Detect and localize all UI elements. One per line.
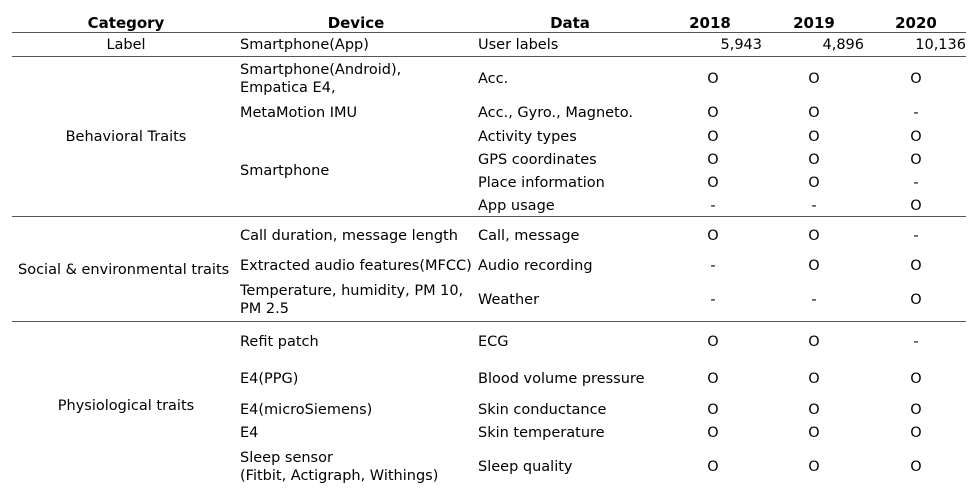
header-rule (12, 32, 966, 33)
behavioral-data-acc: Acc. (478, 71, 508, 88)
social-weather-2018: - (693, 292, 733, 309)
physio-device-ppg: E4(PPG) (240, 371, 298, 388)
physio-conductance-2019: O (794, 402, 834, 419)
behavioral-gps-2018: O (693, 152, 733, 169)
label-section-rule (12, 56, 966, 57)
social-audio-2018: - (693, 258, 733, 275)
header-data: Data (520, 14, 620, 32)
physio-bvp-2018: O (693, 371, 733, 388)
behavioral-device-android-line1: Smartphone(Android), (240, 62, 401, 79)
physio-sleep-2020: O (896, 459, 936, 476)
physio-bvp-2020: O (896, 371, 936, 388)
behavioral-place-2018: O (693, 175, 733, 192)
social-device-weather-line2: PM 2.5 (240, 301, 289, 318)
behavioral-activity-2018: O (693, 129, 733, 146)
physio-data-bvp: Blood volume pressure (478, 371, 645, 388)
behavioral-place-2019: O (794, 175, 834, 192)
behavioral-imu-2020: - (896, 105, 936, 122)
label-count-2020: 10,136 (880, 37, 966, 54)
social-weather-2019: - (794, 292, 834, 309)
physio-temperature-2020: O (896, 425, 936, 442)
label-count-2018: 5,943 (680, 37, 762, 54)
behavioral-acc-2019: O (794, 71, 834, 88)
behavioral-place-2020: - (896, 175, 936, 192)
behavioral-data-place: Place information (478, 175, 605, 192)
physio-data-skin-temperature: Skin temperature (478, 425, 605, 442)
behavioral-data-imu: Acc., Gyro., Magneto. (478, 105, 633, 122)
behavioral-gps-2020: O (896, 152, 936, 169)
social-category: Social & environmental traits (18, 262, 229, 279)
header-2018: 2018 (680, 14, 740, 32)
physiological-category: Physiological traits (46, 398, 206, 415)
social-weather-2020: O (896, 292, 936, 309)
behavioral-data-app: App usage (478, 198, 555, 215)
physio-data-ecg: ECG (478, 334, 509, 351)
social-data-weather: Weather (478, 292, 539, 309)
behavioral-device-imu: MetaMotion IMU (240, 105, 357, 122)
label-count-2019: 4,896 (780, 37, 864, 54)
physio-device-e4: E4 (240, 425, 258, 442)
physio-bvp-2019: O (794, 371, 834, 388)
header-device: Device (276, 14, 436, 32)
physio-temperature-2019: O (794, 425, 834, 442)
physio-device-sleep-line1: Sleep sensor (240, 450, 333, 467)
behavioral-activity-2020: O (896, 129, 936, 146)
physio-sleep-2019: O (794, 459, 834, 476)
behavioral-app-2019: - (794, 198, 834, 215)
social-device-weather-line1: Temperature, humidity, PM 10, (240, 283, 463, 300)
behavioral-data-activity: Activity types (478, 129, 577, 146)
behavioral-imu-2019: O (794, 105, 834, 122)
behavioral-app-2018: - (693, 198, 733, 215)
physio-ecg-2018: O (693, 334, 733, 351)
behavioral-data-gps: GPS coordinates (478, 152, 597, 169)
behavioral-activity-2019: O (794, 129, 834, 146)
behavioral-section-rule (12, 216, 966, 217)
behavioral-app-2020: O (896, 198, 936, 215)
social-data-audio: Audio recording (478, 258, 593, 275)
physio-data-sleep: Sleep quality (478, 459, 573, 476)
social-data-call: Call, message (478, 228, 579, 245)
behavioral-gps-2019: O (794, 152, 834, 169)
behavioral-category: Behavioral Traits (46, 129, 206, 146)
behavioral-device-smartphone: Smartphone (240, 163, 329, 180)
label-category: Label (46, 37, 206, 54)
physio-temperature-2018: O (693, 425, 733, 442)
behavioral-imu-2018: O (693, 105, 733, 122)
header-category: Category (46, 14, 206, 32)
social-call-2018: O (693, 228, 733, 245)
physio-device-sleep-line2: (Fitbit, Actigraph, Withings) (240, 468, 438, 485)
social-call-2019: O (794, 228, 834, 245)
social-section-rule (12, 321, 966, 322)
social-audio-2019: O (794, 258, 834, 275)
behavioral-acc-2020: O (896, 71, 936, 88)
physio-device-refit: Refit patch (240, 334, 319, 351)
behavioral-device-android-line2: Empatica E4, (240, 80, 336, 97)
label-data: User labels (478, 37, 558, 54)
social-call-2020: - (896, 228, 936, 245)
physio-conductance-2018: O (693, 402, 733, 419)
label-device: Smartphone(App) (240, 37, 369, 54)
physio-data-skin-conductance: Skin conductance (478, 402, 606, 419)
social-device-audio: Extracted audio features(MFCC) (240, 258, 472, 275)
social-audio-2020: O (896, 258, 936, 275)
physio-conductance-2020: O (896, 402, 936, 419)
physio-ecg-2020: - (896, 334, 936, 351)
physio-device-microsiemens: E4(microSiemens) (240, 402, 372, 419)
header-2019: 2019 (784, 14, 844, 32)
header-2020: 2020 (886, 14, 946, 32)
behavioral-acc-2018: O (693, 71, 733, 88)
physio-sleep-2018: O (693, 459, 733, 476)
social-device-call: Call duration, message length (240, 228, 458, 245)
physio-ecg-2019: O (794, 334, 834, 351)
